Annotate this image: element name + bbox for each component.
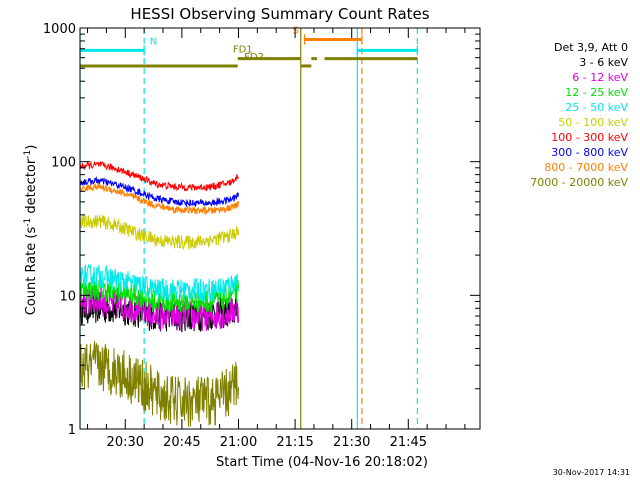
count-rate-series [80,160,239,428]
legend-entry: 6 - 12 keV [572,71,628,84]
x-tick-label: 21:00 [220,435,257,450]
legend-title: Det 3,9, Att 0 [554,41,628,54]
series-line [80,279,239,314]
x-axis-label: Start Time (04-Nov-16 20:18:02) [216,455,428,470]
y-axis-label-sup2: -1 [23,150,33,159]
y-axis-label-sup1: -1 [23,218,33,227]
legend-entry: 3 - 6 keV [579,56,628,69]
legend: Det 3,9, Att 0 3 - 6 keV 6 - 12 keV 12 - 2… [530,41,628,189]
interval-bar-label: S [293,26,299,37]
series-line [80,286,239,332]
legend-entry: 300 - 800 keV [551,146,628,159]
legend-entry: 25 - 50 keV [565,101,628,114]
y-axis-label-main: Count Rate (s [24,227,39,316]
y-tick-label: 1 [68,423,76,438]
legend-entry: 12 - 25 keV [565,86,628,99]
y-tick-label: 10 [59,289,76,304]
y-axis-label-end: ) [24,145,39,150]
legend-entry: 7000 - 20000 keV [530,176,628,189]
interval-bar-label: FD1 [233,45,253,56]
y-tick-label: 1000 [43,22,76,37]
legend-entry: 800 - 7000 keV [544,161,628,174]
interval-bar-label: FD2 [244,52,264,63]
chart-title: HESSI Observing Summary Count Rates [130,5,429,23]
series-line [80,182,239,216]
x-axis: 20:30 20:45 21:00 21:15 21:30 21:45 [87,28,466,450]
vertical-markers [80,28,418,429]
series-line [80,263,239,302]
y-tick-label: 100 [51,156,76,171]
y-axis-label: Count Rate (s-1 detector-1) [23,145,39,316]
series-line [80,175,239,208]
y-axis: 1 10 100 1000 [43,22,480,438]
generation-timestamp: 30-Nov-2017 14:31 [553,468,630,477]
series-line [80,160,239,192]
interval-bar-label: N [150,36,157,47]
x-tick-label: 21:15 [276,435,313,450]
y-axis-label-mid: detector [24,158,39,218]
series-line [80,341,239,428]
legend-entry: 50 - 100 keV [558,116,628,129]
x-tick-label: 21:30 [333,435,370,450]
series-line [80,214,239,251]
plot-frame [79,27,481,430]
x-tick-label: 21:45 [390,435,427,450]
legend-entry: 100 - 300 keV [551,131,628,144]
x-tick-label: 20:30 [107,435,144,450]
x-tick-label: 20:45 [163,435,200,450]
